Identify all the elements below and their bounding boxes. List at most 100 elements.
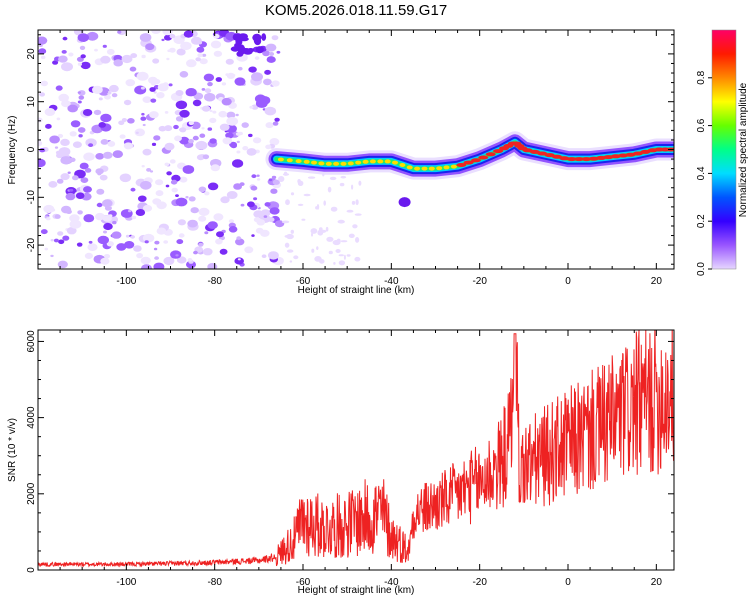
noise-speckle	[230, 143, 237, 149]
x-tick-label: 0	[565, 276, 571, 287]
noise-speckle	[338, 260, 346, 266]
noise-speckle	[57, 231, 64, 236]
noise-speckle	[141, 264, 152, 269]
noise-speckle	[354, 213, 362, 216]
track-core	[369, 159, 376, 164]
track-core	[333, 161, 340, 166]
noise-speckle	[123, 99, 132, 106]
noise-speckle	[44, 108, 56, 116]
noise-speckle	[281, 220, 290, 224]
noise-speckle	[187, 258, 193, 262]
y-tick-label: 0	[26, 567, 37, 573]
noise-speckle	[212, 110, 217, 114]
noise-speckle	[112, 220, 117, 225]
colorbar-tick-label: 0.2	[696, 214, 707, 228]
noise-speckle	[153, 247, 158, 251]
track-core	[428, 166, 435, 171]
noise-speckle	[119, 173, 132, 183]
noise-speckle	[141, 165, 145, 168]
noise-speckle	[61, 100, 71, 108]
noise-speckle	[332, 239, 341, 246]
noise-speckle	[69, 188, 74, 192]
noise-speckle	[175, 254, 179, 257]
noise-speckle	[62, 36, 68, 41]
noise-speckle	[303, 193, 311, 197]
noise-speckle	[251, 234, 255, 237]
noise-speckle	[209, 117, 217, 124]
noise-speckle	[136, 71, 149, 81]
noise-speckle	[48, 181, 58, 188]
noise-speckle	[195, 57, 201, 62]
noise-speckle	[271, 35, 279, 41]
noise-speckle	[154, 256, 160, 260]
track-core	[406, 165, 413, 170]
noise-speckle	[95, 168, 104, 175]
noise-speckle	[113, 59, 123, 67]
x-tick-label: -60	[296, 276, 311, 287]
noise-speckle	[236, 140, 240, 144]
noise-speckle	[144, 240, 149, 244]
noise-speckle	[80, 61, 91, 70]
noise-speckle	[333, 262, 336, 265]
noise-speckle	[53, 238, 59, 243]
track-core	[552, 154, 562, 159]
noise-speckle	[248, 133, 253, 138]
noise-speckle	[83, 186, 92, 193]
noise-speckle	[45, 123, 52, 129]
noise-speckle	[198, 242, 204, 247]
noise-speckle	[270, 188, 278, 194]
noise-speckle	[261, 33, 267, 41]
colorbar-label: Normalized spectral amplitude	[738, 82, 749, 217]
noise-speckle	[186, 59, 197, 68]
top-x-axis-label: Height of straight line (km)	[298, 285, 415, 296]
x-tick-label: 0	[565, 577, 571, 588]
x-tick-label: -100	[116, 577, 136, 588]
noise-speckle	[314, 256, 322, 262]
noise-speckle	[188, 139, 194, 144]
noise-speckle	[155, 179, 164, 186]
noise-speckle	[264, 202, 271, 207]
noise-speckle	[88, 143, 94, 148]
noise-speckle	[179, 176, 188, 183]
noise-speckle	[58, 239, 65, 245]
bottom-axis-ticks: -100 -80 -60 -40 -20 0 20 0 2000 4000 6000	[26, 330, 674, 588]
noise-speckle	[177, 219, 186, 226]
noise-speckle	[346, 209, 354, 213]
noise-speckle	[139, 33, 152, 42]
spectrogram-frame	[37, 29, 675, 270]
noise-speckle	[161, 38, 165, 42]
noise-speckle	[108, 214, 113, 218]
noise-speckle	[192, 99, 202, 107]
noise-speckle	[339, 182, 345, 187]
noise-speckle	[276, 50, 281, 54]
noise-speckle	[215, 238, 223, 245]
noise-speckle	[219, 123, 230, 131]
noise-speckle	[253, 217, 261, 223]
noise-speckle	[354, 256, 361, 262]
noise-speckle	[162, 30, 173, 36]
noise-speckle	[107, 140, 116, 147]
noise-speckle	[102, 199, 113, 208]
noise-speckle	[153, 78, 161, 85]
x-tick-label: -40	[384, 577, 399, 588]
noise-speckle	[142, 123, 146, 127]
noise-speckle	[196, 46, 205, 53]
snr-line	[38, 330, 674, 568]
x-tick-label: -40	[384, 276, 399, 287]
noise-speckles	[38, 30, 362, 269]
noise-speckle	[265, 43, 277, 52]
track-core	[544, 153, 555, 158]
noise-speckle	[166, 171, 172, 176]
track-core	[485, 152, 496, 157]
noise-speckle	[264, 106, 277, 116]
noise-speckle	[185, 88, 197, 97]
noise-speckle	[203, 73, 215, 82]
noise-speckle	[124, 241, 135, 249]
bottom-y-axis-label: SNR (10 * v/v)	[7, 418, 18, 482]
noise-speckle	[82, 109, 93, 116]
noise-speckle	[219, 248, 228, 255]
noise-speckle	[251, 72, 263, 82]
noise-speckle	[204, 92, 216, 102]
noise-speckle	[58, 147, 71, 157]
